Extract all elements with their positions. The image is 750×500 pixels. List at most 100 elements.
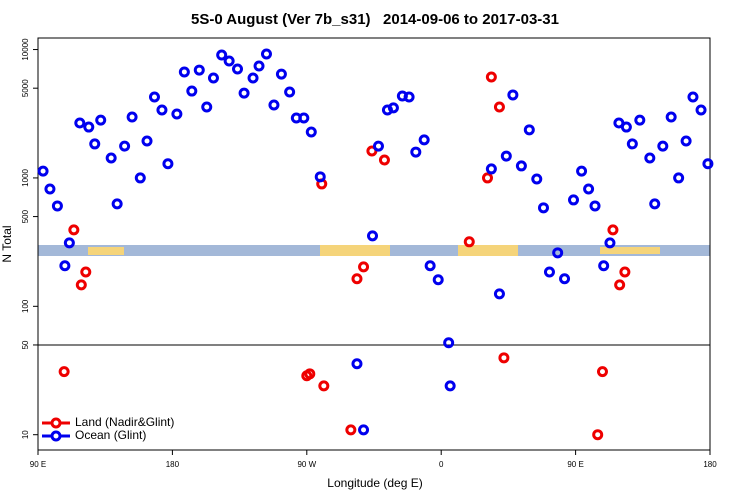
point (358, 261, 370, 273)
legend-marker (50, 417, 62, 429)
point (111, 198, 123, 210)
point (523, 124, 535, 136)
point (318, 380, 330, 392)
point (583, 183, 595, 195)
plot-frame (37, 37, 711, 451)
point (657, 140, 669, 152)
point (543, 266, 555, 278)
point (378, 154, 390, 166)
y-axis-label: N Total (0, 225, 14, 262)
point (51, 200, 63, 212)
point (366, 145, 378, 157)
point (223, 55, 235, 67)
point (58, 366, 70, 378)
y-tick-label: 10 (21, 430, 30, 439)
x-tick-label: 90 E (30, 460, 46, 469)
point (80, 266, 92, 278)
point (351, 358, 363, 370)
point (607, 224, 619, 236)
point (481, 172, 493, 184)
point (598, 260, 610, 272)
point (614, 279, 626, 291)
point (74, 117, 86, 129)
point (275, 68, 287, 80)
point (351, 273, 363, 285)
point (247, 72, 259, 84)
point (186, 85, 198, 97)
point (253, 60, 265, 72)
point (589, 200, 601, 212)
point (620, 121, 632, 133)
point (649, 198, 661, 210)
point (284, 86, 296, 98)
point (367, 230, 379, 242)
point (418, 134, 430, 146)
point (687, 91, 699, 103)
point (105, 152, 117, 164)
point (680, 135, 692, 147)
point (372, 140, 384, 152)
point (500, 150, 512, 162)
point (695, 104, 707, 116)
point (665, 111, 677, 123)
point (232, 63, 244, 75)
point (37, 165, 49, 177)
point (238, 87, 250, 99)
land-patch (600, 247, 660, 254)
point (626, 138, 638, 150)
point (345, 424, 357, 436)
point (559, 273, 571, 285)
point (507, 89, 519, 101)
point (673, 172, 685, 184)
point (162, 158, 174, 170)
point (592, 429, 604, 441)
y-tick-label: 500 (21, 209, 30, 223)
point (596, 366, 608, 378)
point (619, 266, 631, 278)
point (537, 202, 549, 214)
point (443, 337, 455, 349)
point (576, 165, 588, 177)
chart-title: 5S-0 August (Ver 7b_s31) 2014-09-06 to 2… (191, 11, 559, 28)
point (531, 173, 543, 185)
point (178, 66, 190, 78)
point (89, 138, 101, 150)
x-tick-label: 90 E (567, 460, 583, 469)
point (95, 114, 107, 126)
point (634, 114, 646, 126)
x-tick-label: 180 (166, 460, 180, 469)
point (314, 171, 326, 183)
point (207, 72, 219, 84)
x-tick-label: 0 (439, 460, 444, 469)
point (260, 48, 272, 60)
point (75, 279, 87, 291)
y-tick-label: 5000 (21, 79, 30, 97)
y-tick-label: 1000 (21, 168, 30, 186)
map-strip (38, 245, 710, 256)
point (444, 380, 456, 392)
point (134, 172, 146, 184)
y-tick-label: 10000 (21, 38, 30, 61)
point (358, 424, 370, 436)
x-tick-label: 90 W (297, 460, 316, 469)
point (493, 101, 505, 113)
x-axis-label: Longitude (deg E) (327, 476, 422, 490)
point (410, 146, 422, 158)
point (463, 236, 475, 248)
point (644, 152, 656, 164)
y-tick-label: 100 (21, 299, 30, 313)
point (604, 237, 616, 249)
point (119, 140, 131, 152)
point (201, 101, 213, 113)
land-patch (320, 245, 390, 256)
point (126, 111, 138, 123)
point (432, 274, 444, 286)
point (424, 260, 436, 272)
point (193, 64, 205, 76)
point (493, 288, 505, 300)
point (216, 49, 228, 61)
point (498, 352, 510, 364)
legend-label: Ocean (Glint) (75, 428, 146, 442)
point (156, 104, 168, 116)
land-patch (88, 247, 124, 255)
